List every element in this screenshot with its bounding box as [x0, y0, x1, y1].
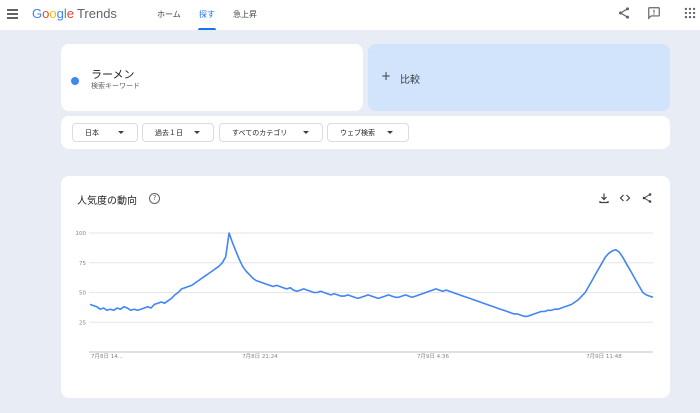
search-type-filter-label: ウェブ検索 — [340, 128, 375, 137]
dropdown-caret-icon — [118, 131, 124, 134]
series-line[interactable] — [89, 232, 654, 318]
tab-explore[interactable]: 探す — [198, 9, 216, 30]
plus-icon: + — [381, 69, 392, 83]
term-color-dot — [71, 77, 79, 85]
time-range-filter-label: 過去１日 — [155, 128, 183, 137]
compare-button[interactable] — [368, 44, 670, 111]
region-filter-label: 日本 — [85, 128, 99, 137]
tab-home[interactable]: ホーム — [157, 10, 181, 19]
interest-line-chart: 25 50 75 100 7月8日 14... 7月8日 21:24 7月9日 4:36 7月… — [76, 231, 654, 360]
x-tick-label: 7月9日 4:36 — [417, 353, 450, 360]
category-filter[interactable]: すべてのカテゴリ — [219, 123, 323, 142]
category-filter-label: すべてのカテゴリ — [232, 128, 288, 137]
menu-icon[interactable] — [7, 9, 18, 19]
compare-label[interactable]: 比較 — [400, 75, 420, 86]
y-tick-label: 50 — [79, 291, 86, 297]
time-range-filter[interactable]: 過去１日 — [142, 123, 214, 142]
share-icon[interactable] — [617, 6, 631, 20]
dropdown-caret-icon — [303, 131, 309, 134]
search-type-filter[interactable]: ウェブ検索 — [327, 123, 409, 142]
x-tick-label: 7月9日 11:48 — [586, 353, 622, 360]
search-term[interactable]: ラーメン — [91, 68, 135, 81]
apps-grid-icon[interactable] — [683, 6, 697, 20]
share-icon[interactable] — [641, 192, 653, 204]
interest-title: 人気度の動向 — [77, 196, 137, 207]
y-tick-label: 25 — [79, 320, 86, 326]
filter-bar: 日本 過去１日 すべてのカテゴリ ウェブ検索 — [61, 116, 670, 149]
y-tick-label: 75 — [79, 261, 86, 267]
top-app-bar: Google Trends ホーム 探す 急上昇 — [0, 0, 700, 30]
search-term-type: 検索キーワード — [91, 82, 140, 90]
download-icon[interactable] — [598, 192, 610, 204]
tab-trending[interactable]: 急上昇 — [233, 10, 257, 19]
embed-code-icon[interactable] — [619, 192, 631, 204]
dropdown-caret-icon — [387, 131, 393, 134]
google-trends-logo[interactable]: Google Trends — [32, 6, 117, 21]
x-tick-label: 7月8日 21:24 — [242, 353, 278, 360]
feedback-icon[interactable] — [647, 6, 661, 20]
dropdown-caret-icon — [194, 131, 200, 134]
search-term-card[interactable]: ラーメン 検索キーワード — [61, 44, 363, 111]
region-filter[interactable]: 日本 — [72, 123, 138, 142]
help-icon[interactable]: ? — [149, 193, 160, 204]
x-tick-label: 7月8日 14... — [91, 353, 123, 360]
interest-over-time-card: 人気度の動向 ? 25 50 75 100 7月8日 14... 7月8日 21:24 7月… — [61, 176, 670, 398]
y-tick-label: 100 — [76, 231, 87, 237]
